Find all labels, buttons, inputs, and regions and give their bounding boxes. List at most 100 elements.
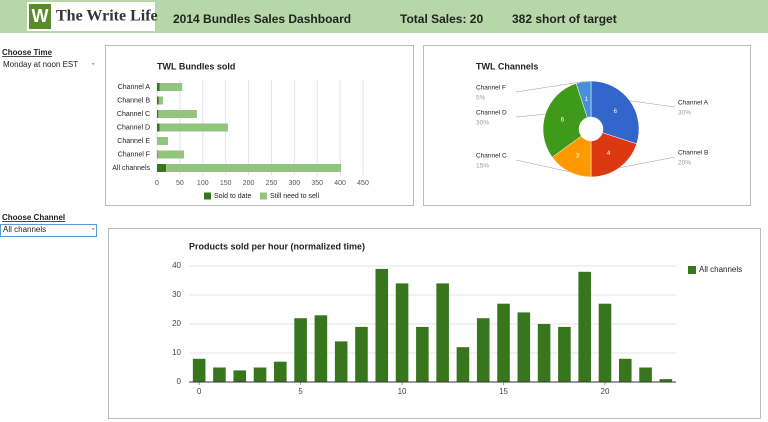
bar [294, 318, 307, 382]
slice-label: 6 [561, 117, 565, 123]
legend-label: All channels [699, 265, 742, 274]
slice-percent: 20% [678, 160, 691, 167]
x-tick-label: 100 [197, 180, 209, 187]
slice-percent: 30% [476, 120, 489, 127]
bar-segment [157, 123, 160, 132]
select-value[interactable]: Monday at noon EST [3, 60, 78, 69]
bar [436, 283, 449, 382]
bar [334, 341, 348, 382]
x-tick-label: 10 [398, 387, 407, 396]
slice-name: Channel F [476, 85, 506, 92]
leader-line [515, 159, 570, 173]
x-tick-label: 350 [311, 180, 323, 187]
bar [659, 379, 673, 382]
chart-title: Products sold per hour (normalized time) [189, 241, 365, 251]
leader-line [629, 100, 676, 108]
select-arrow: ▾ [92, 61, 95, 67]
bar [537, 324, 551, 382]
bar [497, 303, 510, 382]
select-value[interactable]: All channels [3, 225, 46, 234]
pie-slice [590, 80, 640, 145]
bar-segment [157, 137, 168, 145]
bar-segment [157, 110, 159, 118]
bar-segment [159, 123, 228, 132]
y-tick-label: 30 [172, 290, 181, 299]
x-tick-label: 300 [288, 180, 300, 187]
bar [558, 326, 571, 382]
slice-label: 1 [585, 97, 589, 103]
bar [476, 318, 490, 382]
bar [618, 358, 632, 382]
y-tick-label: Channel D [117, 124, 150, 131]
leader-line [515, 81, 584, 93]
bar [578, 271, 591, 382]
bar [192, 358, 206, 382]
slice-label: 6 [614, 109, 618, 115]
bar-segment [157, 164, 167, 172]
dashboard-title: 2014 Bundles Sales Dashboard [173, 12, 351, 26]
bar [395, 283, 409, 382]
legend-swatch [204, 192, 211, 200]
select-arrow: ▾ [92, 226, 95, 232]
x-tick-label: 450 [357, 180, 369, 187]
pie-slice [542, 83, 588, 158]
y-tick-label: Channel C [117, 111, 150, 118]
slice-percent: 30% [678, 110, 691, 117]
x-tick-label: 15 [499, 387, 508, 396]
slice-percent: 15% [476, 163, 489, 170]
y-tick-label: 20 [172, 319, 181, 328]
bar [253, 367, 267, 382]
x-tick-label: 400 [334, 180, 346, 187]
bar-segment [166, 164, 342, 172]
bar [233, 370, 247, 382]
x-tick-label: 0 [197, 387, 202, 396]
y-tick-label: 10 [172, 348, 181, 357]
logo-mark: W [32, 6, 49, 26]
x-tick-label: 0 [155, 180, 159, 187]
control-label: Choose Time [2, 48, 53, 57]
logo-text: The Write Life [56, 8, 158, 25]
y-tick-label: Channel A [118, 84, 151, 91]
bar-segment [157, 83, 160, 91]
slice-name: Channel D [476, 110, 507, 117]
legend-label: Sold to date [214, 193, 251, 200]
x-tick-label: 200 [243, 180, 255, 187]
bar [416, 326, 429, 382]
chart-panel [423, 45, 751, 206]
y-tick-label: Channel E [117, 138, 150, 145]
slice-percent: 5% [476, 95, 486, 102]
bar [274, 361, 287, 382]
slice-label: 4 [607, 151, 611, 157]
slice-name: Channel C [476, 153, 507, 160]
slice-name: Channel A [678, 100, 709, 107]
y-tick-label: Channel F [118, 151, 150, 158]
bar [355, 326, 368, 382]
x-tick-label: 250 [266, 180, 278, 187]
bar [517, 312, 531, 382]
legend-label: Still need to sell [270, 193, 319, 200]
y-tick-label: Channel B [117, 97, 150, 104]
channel-select[interactable] [0, 224, 97, 237]
legend-swatch [688, 266, 696, 274]
chart-title: TWL Bundles sold [157, 61, 235, 71]
time-select[interactable] [1, 59, 96, 71]
leader-line [515, 113, 546, 118]
bar-segment [158, 96, 163, 105]
x-tick-label: 50 [176, 180, 184, 187]
bar [598, 303, 612, 382]
bar-segment [158, 110, 197, 118]
control-label: Choose Channel [2, 213, 65, 222]
bar [375, 268, 389, 382]
chart-title: TWL Channels [476, 61, 538, 71]
short-of-target: 382 short of target [512, 12, 617, 26]
bar [213, 367, 226, 382]
logo-icon [29, 4, 51, 29]
bar [314, 315, 328, 382]
total-sales: Total Sales: 20 [400, 12, 483, 26]
slice-label: 3 [576, 153, 580, 159]
legend-swatch [260, 192, 267, 200]
pie-slice [590, 132, 637, 178]
x-tick-label: 20 [601, 387, 610, 396]
